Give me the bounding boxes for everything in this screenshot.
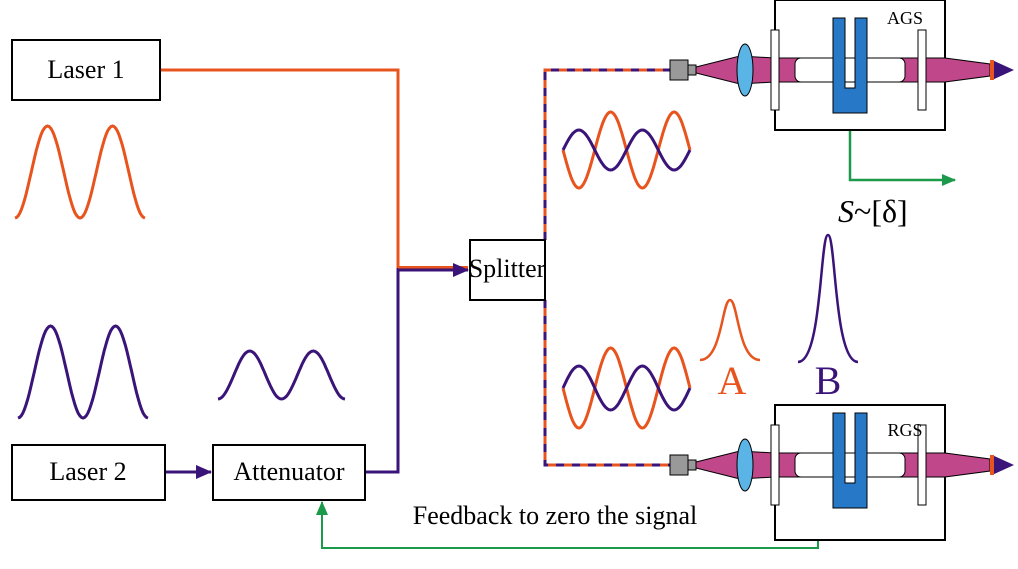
laser2-label: Laser 2 <box>49 457 126 486</box>
window-left <box>770 424 780 506</box>
rgs-device: RGS <box>669 404 1014 541</box>
peak-a <box>699 298 761 362</box>
window-right <box>917 424 927 506</box>
rgs-label: RGS <box>887 420 922 440</box>
wave-attenuated <box>217 349 346 401</box>
out-arrow <box>992 60 1014 80</box>
detector <box>669 454 689 476</box>
lens <box>736 438 754 492</box>
tube <box>794 57 906 83</box>
feedback-arrow <box>316 501 819 549</box>
splitter-box <box>469 239 546 301</box>
signal-rest: ~[δ] <box>854 193 908 229</box>
detector <box>669 59 689 81</box>
connections <box>160 68 956 549</box>
laser2-box <box>11 444 166 501</box>
ags-label: AGS <box>887 8 923 28</box>
window-left <box>770 29 780 111</box>
laser1-line <box>160 68 400 268</box>
wave-bottom-purple <box>561 364 692 412</box>
signal-symbol: S <box>838 193 854 229</box>
attenuator-label: Attenuator <box>233 457 345 486</box>
detector-tip <box>687 64 697 76</box>
wave-laser1 <box>14 124 146 220</box>
lens <box>736 43 754 97</box>
wave-laser2 <box>17 324 149 420</box>
attenuator-box <box>212 444 366 501</box>
laser1-label: Laser 1 <box>47 55 124 84</box>
wave-top-purple <box>561 128 692 172</box>
peak-b-label: B <box>815 358 842 403</box>
signal-label: S~[δ] <box>838 193 908 229</box>
laser1-box <box>11 39 161 101</box>
tube <box>794 452 906 478</box>
out-tip <box>990 455 994 475</box>
attenuator-line <box>365 268 400 474</box>
clamp <box>832 412 868 509</box>
peak-a-label: A <box>718 358 747 403</box>
ags-device: AGS <box>669 0 1014 131</box>
peak-b <box>797 233 859 364</box>
signal-arrow <box>848 130 956 186</box>
feedback-label: Feedback to zero the signal <box>413 501 697 530</box>
out-tip <box>990 60 994 80</box>
split-purple <box>543 68 672 467</box>
splitter-label: Splitter <box>469 254 546 283</box>
window-right <box>917 29 927 111</box>
detector-tip <box>687 459 697 471</box>
out-arrow <box>992 455 1014 475</box>
clamp <box>832 17 868 114</box>
